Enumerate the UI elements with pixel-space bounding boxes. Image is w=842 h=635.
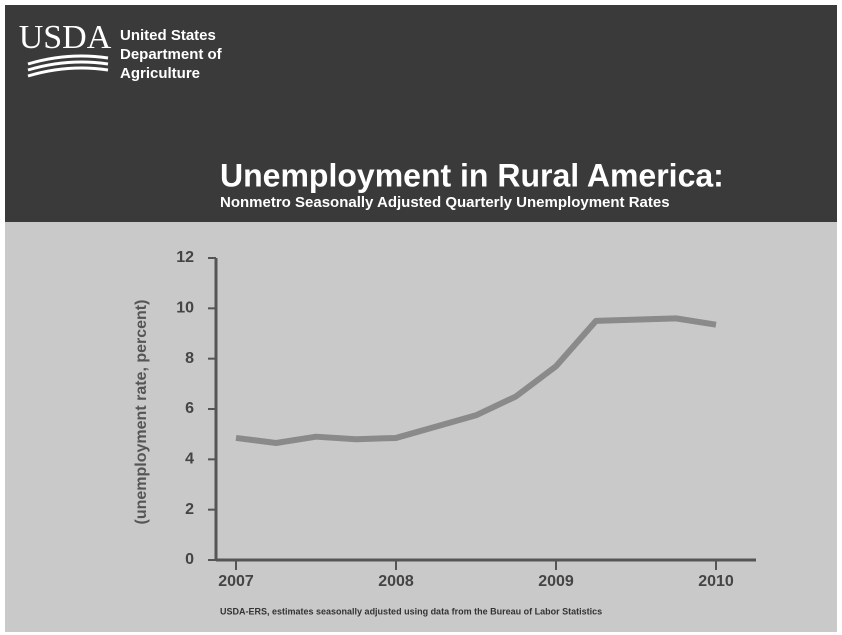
agency-line: Department of — [120, 46, 223, 63]
y-tick-label: 8 — [185, 350, 194, 367]
source-note: USDA-ERS, estimates seasonally adjusted … — [220, 606, 602, 616]
chart-subtitle: Nonmetro Seasonally Adjusted Quarterly U… — [220, 194, 670, 211]
y-tick-label: 0 — [185, 551, 194, 568]
logo-text: USDA — [19, 19, 112, 56]
data-line — [235, 315, 717, 446]
plot-band — [5, 222, 837, 632]
y-tick-label: 10 — [176, 300, 194, 317]
y-tick-label: 12 — [176, 249, 194, 266]
logo-lines — [27, 54, 109, 78]
y-tick-label: 4 — [185, 451, 194, 468]
agency-line: United States — [120, 27, 216, 44]
y-axis-label: (unemployment rate, percent) — [133, 300, 150, 525]
x-tick-label: 2009 — [538, 573, 574, 590]
x-tick-label: 2010 — [698, 573, 734, 590]
agency-line: Agriculture — [120, 65, 200, 82]
y-tick-label: 6 — [185, 400, 194, 417]
header-band — [5, 5, 837, 230]
chart-title: Unemployment in Rural America: — [220, 157, 724, 193]
x-tick-label: 2007 — [218, 573, 254, 590]
x-tick-label: 2008 — [378, 573, 414, 590]
y-tick-label: 2 — [185, 501, 194, 518]
